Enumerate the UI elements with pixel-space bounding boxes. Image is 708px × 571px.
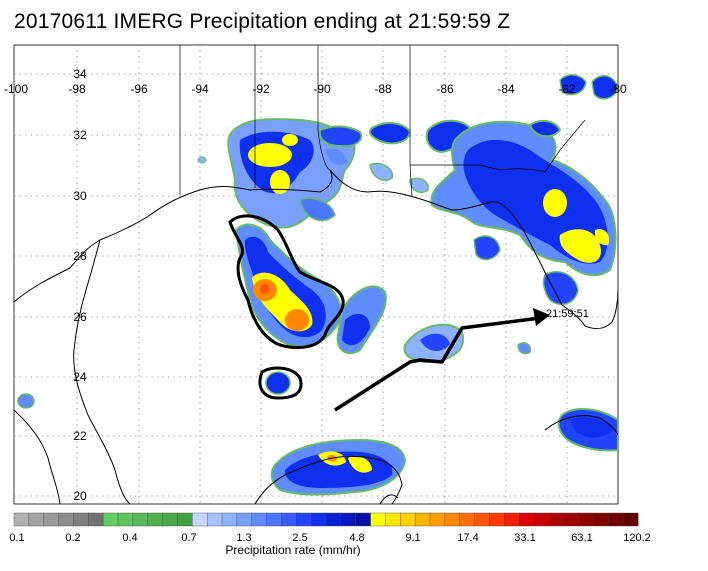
coastlines — [14, 169, 618, 504]
latitude-label: 28 — [73, 249, 87, 263]
longitude-label: -88 — [374, 82, 392, 96]
colorbar-swatch — [414, 512, 431, 527]
latitude-label: 22 — [73, 429, 87, 443]
colorbar-swatch — [370, 512, 386, 527]
colorbar-tick: 0.4 — [122, 532, 137, 544]
colorbar-swatch — [563, 512, 580, 527]
latitude-label: 32 — [73, 128, 87, 142]
longitude-label: -96 — [130, 82, 148, 96]
colorbar-swatch — [117, 512, 134, 527]
state-borders — [179, 45, 586, 197]
colorbar-tick: 63.1 — [571, 532, 592, 544]
colorbar-swatch — [73, 512, 89, 527]
colorbar-swatch — [400, 512, 416, 527]
colorbar-swatch — [162, 512, 178, 527]
colorbar-swatch — [385, 512, 401, 527]
satellite-track — [334, 316, 541, 412]
colorbar-tick: 1.3 — [236, 532, 251, 544]
colorbar-swatch — [296, 512, 312, 527]
colorbar-swatch — [281, 512, 297, 527]
colorbar-swatch — [102, 512, 119, 527]
longitude-label: -94 — [191, 82, 209, 96]
colorbar-tick: 2.5 — [292, 532, 307, 544]
longitude-label: -84 — [497, 82, 515, 96]
latitude-label: 20 — [73, 489, 87, 503]
colorbar-swatch — [355, 512, 372, 527]
colorbar-swatch — [147, 512, 164, 527]
longitude-label: -82 — [558, 82, 576, 96]
colorbar-swatch — [310, 512, 327, 527]
colorbar-tick: 17.4 — [457, 532, 478, 544]
colorbar-swatch — [58, 512, 74, 527]
colorbar-tick-labels: 0.1 0.2 0.4 0.7 1.3 2.5 4.8 9.1 17.4 33.… — [9, 532, 650, 544]
colorbar-swatch — [88, 512, 104, 527]
map-frame — [13, 44, 619, 505]
colorbar-swatch — [444, 512, 461, 527]
track-time-label: 21:59:51 — [546, 308, 589, 320]
longitude-label: -86 — [436, 82, 454, 96]
colorbar-swatch — [429, 512, 446, 527]
colorbar-tick: 9.1 — [405, 532, 420, 544]
colorbar-swatch — [251, 512, 268, 527]
precipitation-field — [17, 74, 618, 496]
colorbar-swatch — [192, 512, 208, 527]
colorbar-swatch — [489, 512, 505, 527]
colorbar-swatch — [548, 512, 565, 527]
colorbar-title: Precipitation rate (mm/hr) — [225, 543, 360, 557]
colorbar-swatch — [325, 512, 342, 527]
latitude-label: 26 — [73, 310, 87, 324]
colorbar-swatch — [132, 512, 149, 527]
colorbar-swatch — [266, 512, 282, 527]
colorbar-swatch — [206, 512, 223, 527]
colorbar-swatch — [340, 512, 357, 527]
contour-outlines — [228, 214, 345, 400]
colorbar-swatch — [28, 512, 45, 527]
colorbar-swatch — [518, 512, 535, 527]
colorbar-swatch — [177, 512, 193, 527]
longitude-label: -90 — [313, 82, 331, 96]
colorbar-tick: 0.1 — [9, 532, 24, 544]
colorbar-swatch — [459, 512, 476, 527]
latitude-label: 24 — [73, 370, 87, 384]
colorbar-swatch — [504, 512, 520, 527]
colorbar-swatch — [236, 512, 253, 527]
latitude-label: 30 — [73, 189, 87, 203]
longitude-label: -92 — [252, 82, 270, 96]
colorbar-tick: 0.7 — [181, 532, 196, 544]
map-title: 20170611 IMERG Precipitation ending at 2… — [14, 10, 511, 33]
colorbar — [13, 512, 639, 527]
colorbar-swatch — [43, 512, 60, 527]
colorbar-swatch — [13, 512, 30, 527]
colorbar-swatch — [593, 512, 609, 527]
colorbar-swatch — [622, 512, 639, 527]
colorbar-swatch — [474, 512, 490, 527]
longitude-label: -98 — [68, 82, 86, 96]
longitude-label: -80 — [609, 82, 627, 96]
latitude-labels: 34 32 30 28 26 24 22 20 — [73, 67, 87, 503]
colorbar-tick: 33.1 — [514, 532, 535, 544]
colorbar-swatch — [608, 512, 624, 527]
colorbar-swatch — [221, 512, 238, 527]
colorbar-tick: 0.2 — [65, 532, 80, 544]
latitude-label: 34 — [73, 67, 87, 81]
colorbar-swatch — [578, 512, 594, 527]
colorbar-tick: 120.2 — [623, 532, 651, 544]
colorbar-tick: 4.8 — [349, 532, 364, 544]
track-arrowhead — [533, 308, 550, 326]
longitude-label: -100 — [4, 82, 28, 96]
colorbar-swatch — [533, 512, 550, 527]
longitude-labels: -100 -98 -96 -94 -92 -90 -88 -86 -84 -82… — [4, 82, 627, 96]
